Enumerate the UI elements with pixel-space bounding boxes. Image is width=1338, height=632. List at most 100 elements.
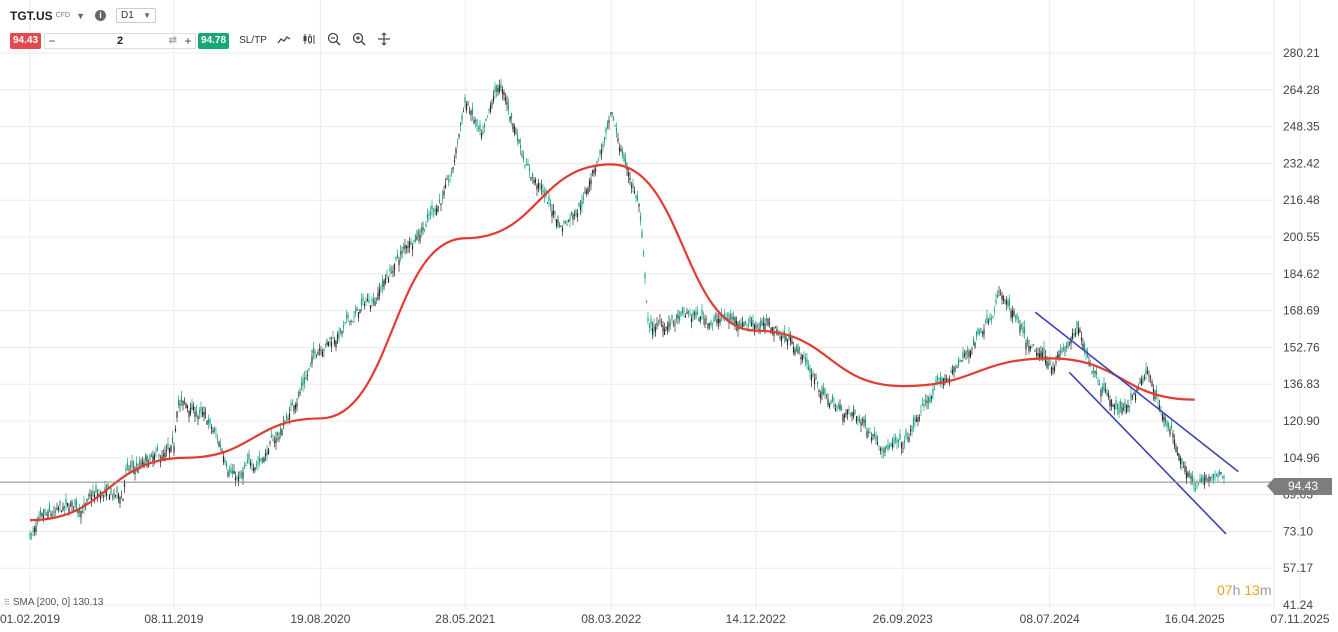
candle-body <box>1082 344 1083 349</box>
candle-body <box>676 314 677 318</box>
y-tick-label: 152.76 <box>1283 340 1320 354</box>
candle-body <box>296 403 297 407</box>
candle-body <box>677 315 678 318</box>
candle-body <box>1009 300 1010 305</box>
candle-body <box>254 467 255 470</box>
candle-body <box>652 328 653 334</box>
candle-body <box>613 118 614 121</box>
x-tick-label: 08.07.2024 <box>1020 612 1080 626</box>
candle-body <box>382 280 383 286</box>
candle-body <box>61 511 62 512</box>
candle-body <box>1148 375 1149 376</box>
candle-body <box>520 145 521 148</box>
zoom-out-icon[interactable] <box>326 32 342 49</box>
candle-body <box>667 326 668 330</box>
candle-body <box>1165 417 1166 423</box>
sltp-button[interactable]: SL/TP <box>239 35 267 46</box>
info-icon[interactable]: i <box>95 10 106 21</box>
candle-body <box>793 346 794 352</box>
zoom-in-icon[interactable] <box>351 32 367 49</box>
candle-body <box>952 370 953 373</box>
candle-body <box>598 159 599 161</box>
candle-body <box>631 185 632 188</box>
candle-body <box>799 348 800 350</box>
swap-icon[interactable]: ⇄ <box>169 35 177 46</box>
buy-price-button[interactable]: 94.78 <box>198 33 229 49</box>
drag-handle-icon[interactable]: ⠿ <box>4 598 10 607</box>
candle-body <box>637 196 638 200</box>
candle-body <box>445 184 446 187</box>
candle-body <box>523 156 524 160</box>
sma-legend-text: SMA [200, 0] 130.13 <box>13 597 104 608</box>
candle-body <box>400 251 401 255</box>
candle-body <box>518 140 519 141</box>
candle-body <box>355 311 356 314</box>
candle-body <box>1130 393 1131 400</box>
candle-body <box>922 404 923 405</box>
candle-body <box>625 159 626 165</box>
candle-body <box>1012 311 1013 318</box>
crosshair-icon[interactable] <box>376 32 392 49</box>
candle-body <box>368 300 369 302</box>
candle-body <box>1136 389 1137 391</box>
candle-body <box>205 413 206 414</box>
candle-body <box>299 392 300 393</box>
candle-body <box>530 177 531 179</box>
candle-body <box>868 432 869 434</box>
decrease-quantity-button[interactable]: − <box>45 34 59 48</box>
candle-body <box>487 116 488 117</box>
candle-body <box>995 300 996 304</box>
candle-body <box>622 151 623 156</box>
candle-body <box>512 123 513 129</box>
trend-channel[interactable] <box>1035 312 1238 534</box>
quantity-input[interactable]: 2 ⇄ <box>59 35 181 47</box>
candle-body <box>617 139 618 141</box>
candle-body <box>448 180 449 181</box>
symbol-label[interactable]: TGT.US <box>10 9 53 23</box>
candle-body <box>877 442 878 444</box>
candle-body <box>619 147 620 151</box>
candle-body <box>272 439 273 441</box>
candle-body <box>925 400 926 402</box>
candle-body <box>421 227 422 233</box>
candle-body <box>265 453 266 456</box>
candle-body <box>175 429 176 431</box>
candle-body <box>1111 400 1112 407</box>
candle-body <box>1003 296 1004 300</box>
quantity-stepper[interactable]: − 2 ⇄ + <box>44 33 196 49</box>
increase-quantity-button[interactable]: + <box>181 34 195 48</box>
symbol-dropdown-icon[interactable]: ▼ <box>76 11 85 21</box>
candle-body <box>871 437 872 440</box>
current-price-tag: 94.43 <box>1274 478 1332 495</box>
candles-icon[interactable] <box>301 33 317 48</box>
candle-body <box>901 442 902 447</box>
candle-body <box>446 179 447 180</box>
y-axis: 280.21264.28248.35232.42216.48200.55184.… <box>1283 46 1320 612</box>
candle-body <box>1007 300 1008 306</box>
sell-price-button[interactable]: 94.43 <box>10 33 41 49</box>
candle-body <box>1222 476 1223 477</box>
timeframe-select[interactable]: D1 ▼ <box>116 8 156 23</box>
candle-body <box>572 215 573 219</box>
candle-body <box>787 340 788 346</box>
candle-body <box>610 113 611 115</box>
candle-body <box>829 403 830 407</box>
candle-body <box>1178 454 1179 460</box>
candle-body <box>527 164 528 166</box>
candle-body <box>895 437 896 440</box>
candle-body <box>383 281 384 287</box>
candle-body <box>187 406 188 408</box>
candle-body <box>227 472 228 476</box>
sma-legend[interactable]: ⠿ SMA [200, 0] 130.13 <box>4 597 103 608</box>
candle-body <box>574 215 575 216</box>
candle-body <box>679 316 680 320</box>
candle-body <box>119 498 120 504</box>
candle-body <box>983 329 984 335</box>
line-chart-icon[interactable] <box>276 33 292 48</box>
candle-body <box>140 465 141 466</box>
candle-body <box>139 461 140 465</box>
candle-body <box>271 435 272 438</box>
candle-body <box>1001 296 1002 300</box>
candle-body <box>431 205 432 209</box>
